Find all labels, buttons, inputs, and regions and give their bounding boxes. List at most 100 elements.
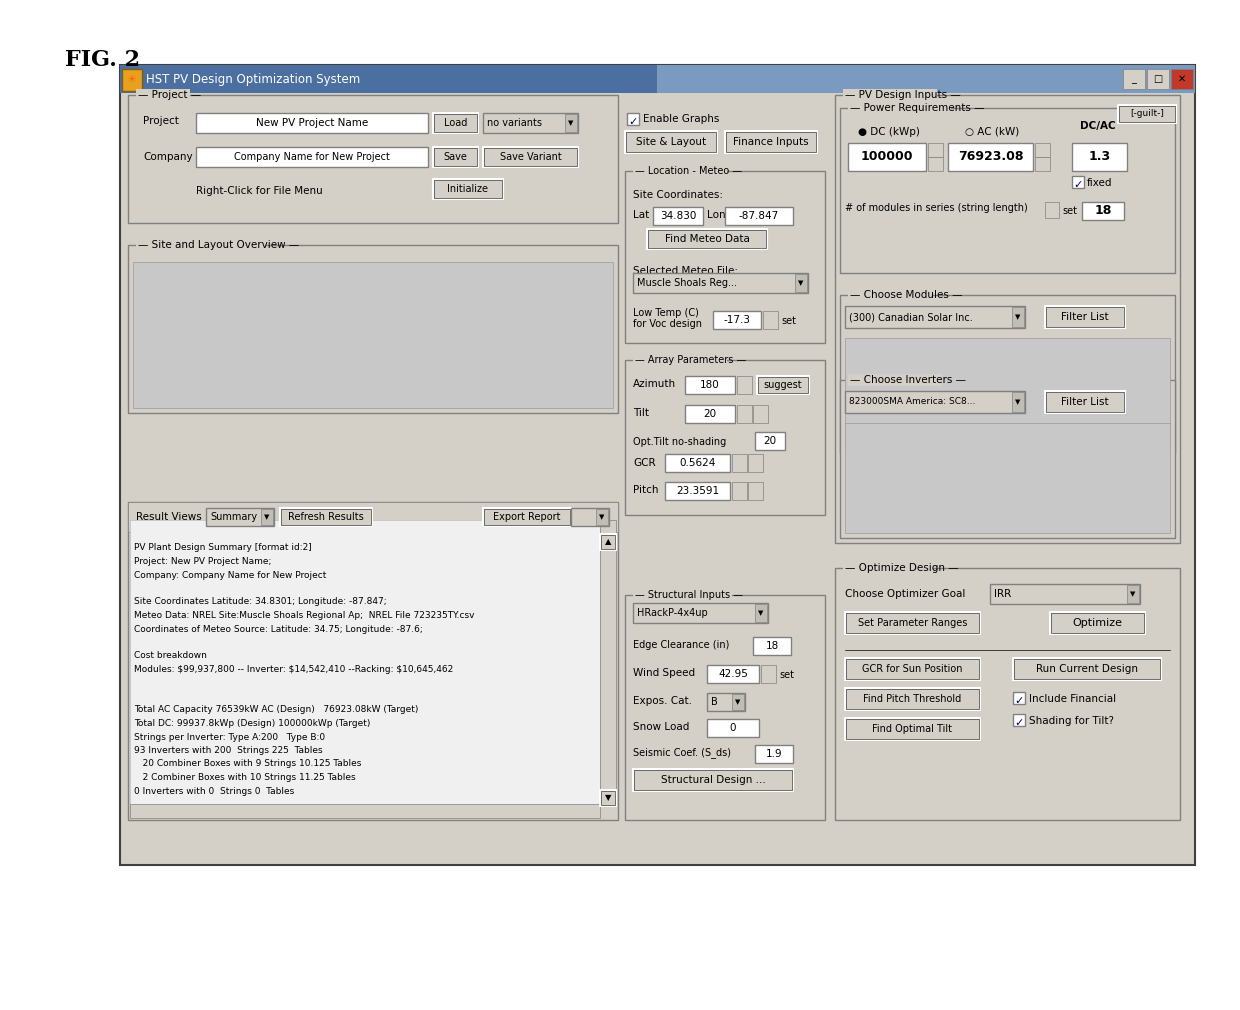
Text: Meteo Data: NREL Site:Muscle Shoals Regional Ap;  NREL File 723235TY.csv: Meteo Data: NREL Site:Muscle Shoals Regi… bbox=[134, 611, 475, 620]
Bar bbox=[707, 665, 759, 683]
Text: Initialize: Initialize bbox=[448, 184, 489, 194]
Text: 20 Combiner Boxes with 9 Strings 10.125 Tables: 20 Combiner Boxes with 9 Strings 10.125 … bbox=[134, 760, 361, 769]
Bar bbox=[1073, 176, 1084, 188]
Text: ▼: ▼ bbox=[1016, 314, 1021, 320]
Text: [-guilt-]: [-guilt-] bbox=[1130, 109, 1164, 118]
Text: Expos. Cat.: Expos. Cat. bbox=[632, 696, 692, 706]
Bar bbox=[928, 157, 942, 171]
Text: ▼: ▼ bbox=[735, 699, 740, 705]
Bar bbox=[839, 108, 1176, 273]
Text: 100000: 100000 bbox=[861, 150, 913, 164]
Text: Refresh Results: Refresh Results bbox=[288, 512, 363, 522]
Bar bbox=[795, 274, 807, 292]
Bar bbox=[684, 376, 735, 394]
Text: — Site and Layout Overview —: — Site and Layout Overview — bbox=[138, 240, 299, 250]
Bar bbox=[632, 589, 732, 601]
Text: ☀: ☀ bbox=[126, 75, 136, 85]
Text: Azimuth: Azimuth bbox=[632, 379, 676, 389]
Text: for Voc design: for Voc design bbox=[632, 319, 702, 329]
Text: GCR for Sun Position: GCR for Sun Position bbox=[862, 664, 962, 674]
Bar bbox=[647, 229, 768, 249]
Bar bbox=[990, 584, 1140, 604]
Bar bbox=[684, 405, 735, 423]
Bar bbox=[206, 508, 274, 526]
Bar bbox=[835, 568, 1180, 820]
Bar bbox=[848, 102, 951, 114]
Text: fixed: fixed bbox=[1087, 178, 1112, 188]
Text: Total AC Capacity 76539kW AC (Design)   76923.08kW (Target): Total AC Capacity 76539kW AC (Design) 76… bbox=[134, 706, 418, 714]
Bar bbox=[844, 658, 980, 680]
Text: 1.3: 1.3 bbox=[1089, 150, 1111, 164]
Bar bbox=[725, 207, 794, 225]
Text: Save Variant: Save Variant bbox=[500, 152, 562, 162]
Bar bbox=[665, 454, 730, 472]
Bar bbox=[1045, 391, 1125, 413]
Text: — Location - Meteo —: — Location - Meteo — bbox=[635, 166, 742, 176]
Text: Modules: $99,937,800 -- Inverter: $14,542,410 --Racking: $10,645,462: Modules: $99,937,800 -- Inverter: $14,54… bbox=[134, 665, 454, 674]
Bar bbox=[128, 245, 618, 413]
Text: 0: 0 bbox=[730, 723, 737, 733]
Bar bbox=[1013, 714, 1025, 726]
Text: Opt.Tilt no-shading: Opt.Tilt no-shading bbox=[632, 437, 727, 447]
Text: set: set bbox=[779, 670, 794, 680]
Bar bbox=[596, 509, 608, 525]
Text: — Optimize Design —: — Optimize Design — bbox=[844, 563, 959, 573]
Bar bbox=[737, 405, 751, 423]
Bar bbox=[848, 374, 942, 386]
Bar bbox=[846, 659, 980, 679]
Bar bbox=[844, 306, 1025, 328]
Text: HST PV Design Optimization System: HST PV Design Optimization System bbox=[146, 73, 361, 86]
Text: 0.5624: 0.5624 bbox=[680, 458, 715, 468]
Text: ✓: ✓ bbox=[1014, 696, 1023, 706]
Bar bbox=[130, 804, 600, 818]
Text: New PV Project Name: New PV Project Name bbox=[255, 118, 368, 128]
Text: Coordinates of Meteo Source: Latitude: 34.75; Longitude: -87.6;: Coordinates of Meteo Source: Latitude: 3… bbox=[134, 624, 423, 633]
Bar bbox=[755, 745, 794, 763]
Text: Choose Optimizer Goal: Choose Optimizer Goal bbox=[844, 589, 966, 599]
Text: Structural Design ...: Structural Design ... bbox=[661, 775, 765, 785]
Text: Export Report: Export Report bbox=[494, 512, 560, 522]
Bar bbox=[707, 719, 759, 737]
Text: Find Optimal Tilt: Find Optimal Tilt bbox=[873, 724, 952, 734]
Bar bbox=[484, 509, 570, 525]
Text: 42.95: 42.95 bbox=[718, 669, 748, 679]
Text: 18: 18 bbox=[765, 641, 779, 651]
Text: ✓: ✓ bbox=[627, 117, 637, 127]
Text: Wind Speed: Wind Speed bbox=[632, 668, 696, 678]
Bar bbox=[433, 113, 477, 133]
Bar bbox=[1045, 306, 1125, 328]
Bar bbox=[1147, 69, 1169, 89]
Bar bbox=[1012, 392, 1024, 412]
Text: Find Pitch Threshold: Find Pitch Threshold bbox=[863, 694, 962, 704]
Bar bbox=[434, 180, 502, 198]
Bar bbox=[433, 179, 503, 199]
Text: GCR: GCR bbox=[632, 458, 656, 468]
Bar bbox=[758, 377, 808, 393]
Bar bbox=[136, 89, 190, 101]
Text: set: set bbox=[781, 316, 796, 326]
Text: Filter List: Filter List bbox=[1061, 312, 1109, 322]
Bar bbox=[625, 595, 825, 820]
Bar bbox=[565, 114, 577, 132]
Text: Total DC: 99937.8kWp (Design) 100000kWp (Target): Total DC: 99937.8kWp (Design) 100000kWp … bbox=[134, 719, 371, 728]
Text: ▼: ▼ bbox=[605, 794, 611, 803]
Bar bbox=[484, 113, 578, 133]
Text: — Choose Inverters —: — Choose Inverters — bbox=[849, 375, 966, 385]
Text: PV Plant Design Summary [format id:2]: PV Plant Design Summary [format id:2] bbox=[134, 543, 311, 552]
Bar bbox=[196, 113, 428, 133]
Bar bbox=[737, 376, 751, 394]
Bar bbox=[601, 791, 615, 805]
Text: — Power Requirements —: — Power Requirements — bbox=[849, 103, 985, 113]
Text: Strings per Inverter: Type A:200   Type B:0: Strings per Inverter: Type A:200 Type B:… bbox=[134, 732, 325, 741]
Bar bbox=[434, 148, 477, 166]
Bar bbox=[627, 113, 639, 125]
Bar bbox=[844, 338, 1171, 448]
Bar bbox=[600, 790, 616, 806]
Text: Edge Clearance (in): Edge Clearance (in) bbox=[632, 640, 729, 650]
Text: ✓: ✓ bbox=[1073, 180, 1083, 190]
Text: -17.3: -17.3 bbox=[723, 315, 750, 325]
Text: ○ AC (kW): ○ AC (kW) bbox=[965, 127, 1019, 137]
Bar bbox=[756, 376, 808, 394]
Text: Load: Load bbox=[444, 118, 467, 128]
Text: Site Coordinates Latitude: 34.8301; Longitude: -87.847;: Site Coordinates Latitude: 34.8301; Long… bbox=[134, 598, 387, 606]
